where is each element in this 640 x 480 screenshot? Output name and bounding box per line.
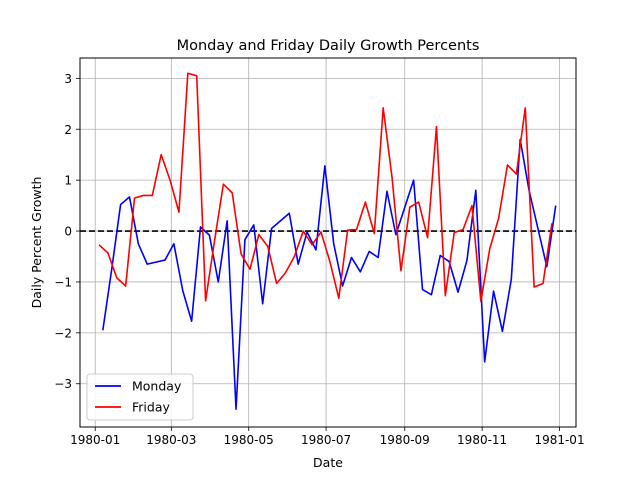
x-tick-label: 1980-05 xyxy=(224,433,274,447)
legend: Monday Friday xyxy=(86,373,194,421)
x-tick-label: 1980-11 xyxy=(457,433,507,447)
chart-title: Monday and Friday Daily Growth Percents xyxy=(177,38,480,54)
plot-background xyxy=(80,58,576,427)
x-tick-label: 1980-09 xyxy=(380,433,430,447)
x-tick-label: 1980-01 xyxy=(70,433,120,447)
y-tick-label: −1 xyxy=(54,275,72,289)
series-line-monday xyxy=(102,138,557,410)
plot-area xyxy=(79,57,577,428)
y-tick-label: 0 xyxy=(64,225,72,239)
data-series xyxy=(98,72,557,410)
y-tick-label: −2 xyxy=(54,326,72,340)
y-tick-label: 1 xyxy=(64,174,72,188)
y-tick-label: −3 xyxy=(54,377,72,391)
x-tick-label: 1981-01 xyxy=(534,433,584,447)
legend-label-friday: Friday xyxy=(132,400,170,415)
legend-label-monday: Monday xyxy=(132,379,182,394)
y-axis-ticks: −3 −2 −1 0 1 2 3 xyxy=(54,72,80,391)
series-line-friday xyxy=(98,72,553,303)
axes-frame xyxy=(79,57,577,428)
x-tick-label: 1980-03 xyxy=(146,433,196,447)
x-tick-label: 1980-07 xyxy=(301,433,351,447)
y-tick-label: 3 xyxy=(64,72,72,86)
x-axis-label: Date xyxy=(313,455,343,470)
x-axis-ticks: 1980-01 1980-03 1980-05 1980-07 1980-09 1980-… xyxy=(70,427,585,447)
y-axis-label: Daily Percent Growth xyxy=(29,177,44,309)
y-tick-label: 2 xyxy=(64,123,72,137)
